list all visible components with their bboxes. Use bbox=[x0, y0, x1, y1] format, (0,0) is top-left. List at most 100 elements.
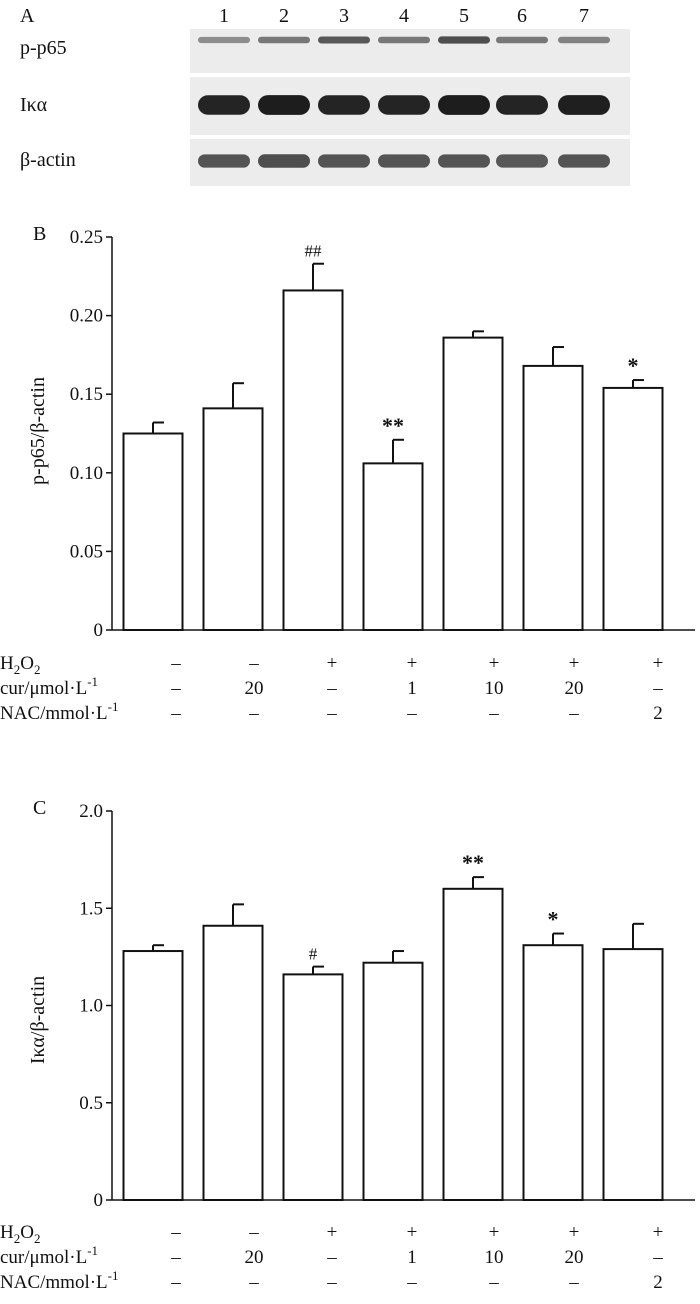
condition-value: – bbox=[248, 1272, 259, 1293]
panel-c-label: C bbox=[33, 797, 46, 819]
blot-band bbox=[198, 95, 250, 115]
lane-number: 7 bbox=[579, 5, 589, 27]
condition-value: – bbox=[170, 1222, 181, 1243]
bar bbox=[602, 386, 664, 631]
y-tick-label: 0.5 bbox=[79, 1093, 103, 1114]
significance-mark: ## bbox=[305, 242, 323, 261]
lane-numbers: 1 2 3 4 5 6 7 bbox=[219, 5, 589, 27]
condition-value: 10 bbox=[485, 678, 504, 699]
blot-row: β-actin bbox=[20, 139, 630, 186]
condition-value: + bbox=[569, 1222, 580, 1243]
significance-mark: # bbox=[309, 945, 318, 964]
y-tick-label: 0.10 bbox=[70, 463, 103, 484]
significance-mark: * bbox=[548, 907, 559, 932]
blot-row: p-p65 bbox=[20, 29, 630, 73]
blot-band bbox=[258, 36, 310, 44]
blot-row-label: β-actin bbox=[20, 149, 76, 171]
panel-a-label: A bbox=[20, 5, 35, 27]
condition-label: cur/μmol·L-1 bbox=[0, 1243, 98, 1268]
condition-value: – bbox=[326, 703, 337, 724]
y-tick-label: 0.25 bbox=[70, 227, 103, 248]
bar bbox=[522, 364, 584, 631]
condition-label: cur/μmol·L-1 bbox=[0, 674, 98, 699]
lane-number: 5 bbox=[459, 5, 469, 27]
condition-row: H2O2 – – + + + + + bbox=[0, 653, 663, 677]
condition-value: 20 bbox=[565, 1247, 584, 1268]
bar bbox=[362, 961, 424, 1202]
blot-band bbox=[198, 36, 250, 44]
condition-value: 1 bbox=[407, 678, 417, 699]
bar bbox=[202, 407, 264, 631]
condition-value: + bbox=[653, 1222, 664, 1243]
condition-value: – bbox=[170, 678, 181, 699]
blot-band bbox=[438, 36, 490, 44]
y-tick-label: 0.15 bbox=[70, 384, 103, 405]
bar bbox=[282, 973, 344, 1201]
blot-strip bbox=[190, 29, 630, 73]
blot-band bbox=[496, 95, 548, 115]
bar bbox=[442, 887, 504, 1201]
blot-band bbox=[558, 95, 610, 115]
blot-band bbox=[378, 36, 430, 44]
condition-value: – bbox=[170, 1272, 181, 1293]
chart-c: C Iκα/β-actin 00.51.01.52.0#*** bbox=[27, 797, 695, 1211]
condition-label: H2O2 bbox=[0, 1222, 40, 1246]
significance-mark: * bbox=[628, 353, 639, 378]
conditions-table-c: H2O2– – + + + + +cur/μmol·L-1–20–1 10 20 –NAC/mmo… bbox=[0, 1222, 663, 1293]
lane-number: 3 bbox=[339, 5, 349, 27]
condition-value: 20 bbox=[245, 1247, 264, 1268]
condition-value: + bbox=[327, 653, 338, 674]
condition-value: 20 bbox=[565, 678, 584, 699]
chart-c-ylabel: Iκα/β-actin bbox=[27, 976, 49, 1064]
bar bbox=[602, 948, 664, 1201]
blot-rows: p-p65 Iκα β-actin bbox=[20, 29, 630, 186]
condition-row: cur/μmol·L-1 – 20 – 1 10 20 – bbox=[0, 1243, 663, 1268]
y-tick-label: 0 bbox=[94, 1190, 104, 1211]
condition-row: NAC/mmol·L-1 – – – – – – 2 bbox=[0, 699, 663, 724]
blot-band bbox=[496, 154, 548, 168]
condition-value: 1 bbox=[407, 1247, 417, 1268]
bar bbox=[522, 944, 584, 1202]
y-tick-label: 1.5 bbox=[79, 898, 103, 919]
condition-row: H2O2 – – + + + + + bbox=[0, 1222, 663, 1246]
condition-value: 20 bbox=[245, 678, 264, 699]
blot-band bbox=[438, 154, 490, 168]
blot-band bbox=[438, 95, 490, 115]
bar bbox=[282, 289, 344, 631]
blot-band bbox=[198, 154, 250, 168]
condition-value: – bbox=[568, 1272, 579, 1293]
bar bbox=[122, 432, 184, 631]
condition-value: + bbox=[653, 653, 664, 674]
condition-value: – bbox=[326, 678, 337, 699]
significance-mark: ** bbox=[462, 850, 484, 875]
bar bbox=[122, 950, 184, 1201]
condition-value: – bbox=[170, 703, 181, 724]
condition-value: – bbox=[488, 703, 499, 724]
blot-row-label: p-p65 bbox=[20, 37, 67, 59]
condition-value: – bbox=[248, 703, 259, 724]
blot-band bbox=[496, 36, 548, 44]
condition-label: NAC/mmol·L-1 bbox=[0, 699, 119, 724]
condition-value: – bbox=[652, 1247, 663, 1268]
blot-band bbox=[318, 36, 370, 44]
chart-b: B p-p65/β-actin 0 0.05 0.10 0.15 0.20 0.25 ## *… bbox=[27, 223, 695, 641]
condition-value: – bbox=[170, 653, 181, 674]
condition-value: – bbox=[488, 1272, 499, 1293]
condition-value: + bbox=[489, 653, 500, 674]
blot-band bbox=[318, 95, 370, 115]
panel-b-label: B bbox=[33, 223, 46, 245]
lane-number: 6 bbox=[517, 5, 527, 27]
condition-value: – bbox=[406, 703, 417, 724]
condition-value: – bbox=[326, 1272, 337, 1293]
condition-value: – bbox=[170, 1247, 181, 1268]
condition-value: – bbox=[652, 678, 663, 699]
blot-band bbox=[378, 154, 430, 168]
panel-a: A 1 2 3 4 5 6 7 p-p65 Iκα β-actin bbox=[20, 5, 630, 186]
condition-value: + bbox=[407, 1222, 418, 1243]
y-tick-label: 1.0 bbox=[79, 996, 103, 1017]
condition-value: – bbox=[248, 653, 259, 674]
blot-band bbox=[258, 95, 310, 115]
condition-label: NAC/mmol·L-1 bbox=[0, 1268, 119, 1293]
condition-value: 2 bbox=[653, 703, 663, 724]
blot-band bbox=[378, 95, 430, 115]
